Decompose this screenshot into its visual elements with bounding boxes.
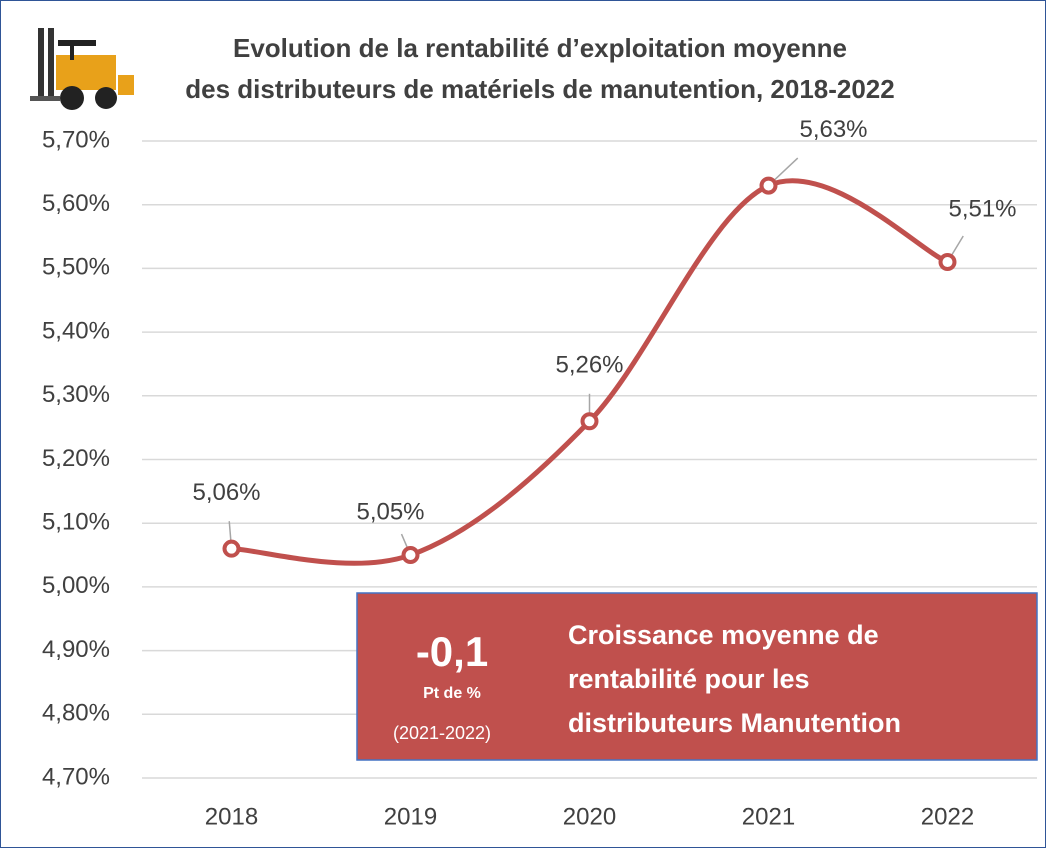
chart-title: des distributeurs de matériels de manute… [185,74,894,104]
y-tick-label: 4,90% [42,636,110,663]
y-tick-label: 5,40% [42,317,110,344]
data-label: 5,51% [948,195,1016,222]
marker [941,255,955,269]
marker [225,542,239,556]
y-tick-label: 4,80% [42,700,110,727]
annotation-text: Croissance moyenne de [568,620,879,650]
x-tick-label: 2018 [205,803,258,830]
y-tick-label: 5,20% [42,445,110,472]
annotation-text: distributeurs Manutention [568,708,901,738]
data-label: 5,26% [555,352,623,379]
y-tick-label: 5,50% [42,254,110,281]
annotation-unit: Pt de % [423,685,481,702]
marker [404,548,418,562]
y-tick-label: 4,70% [42,763,110,790]
marker [583,414,597,428]
y-tick-label: 5,00% [42,572,110,599]
data-label: 5,06% [192,479,260,506]
x-tick-label: 2019 [384,803,437,830]
marker [762,179,776,193]
x-tick-label: 2021 [742,803,795,830]
chart: Evolution de la rentabilité d’exploitati… [0,0,1046,848]
x-tick-label: 2022 [921,803,974,830]
annotation-period: (2021-2022) [393,723,491,743]
annotation-text: rentabilité pour les [568,664,810,694]
y-tick-label: 5,30% [42,381,110,408]
x-tick-label: 2020 [563,803,616,830]
y-tick-label: 5,60% [42,190,110,217]
y-tick-label: 5,10% [42,509,110,536]
chart-title: Evolution de la rentabilité d’exploitati… [233,33,847,63]
data-label: 5,05% [356,498,424,525]
annotation-headline: -0,1 [416,628,488,675]
y-tick-label: 5,70% [42,126,110,153]
data-label: 5,63% [799,116,867,143]
